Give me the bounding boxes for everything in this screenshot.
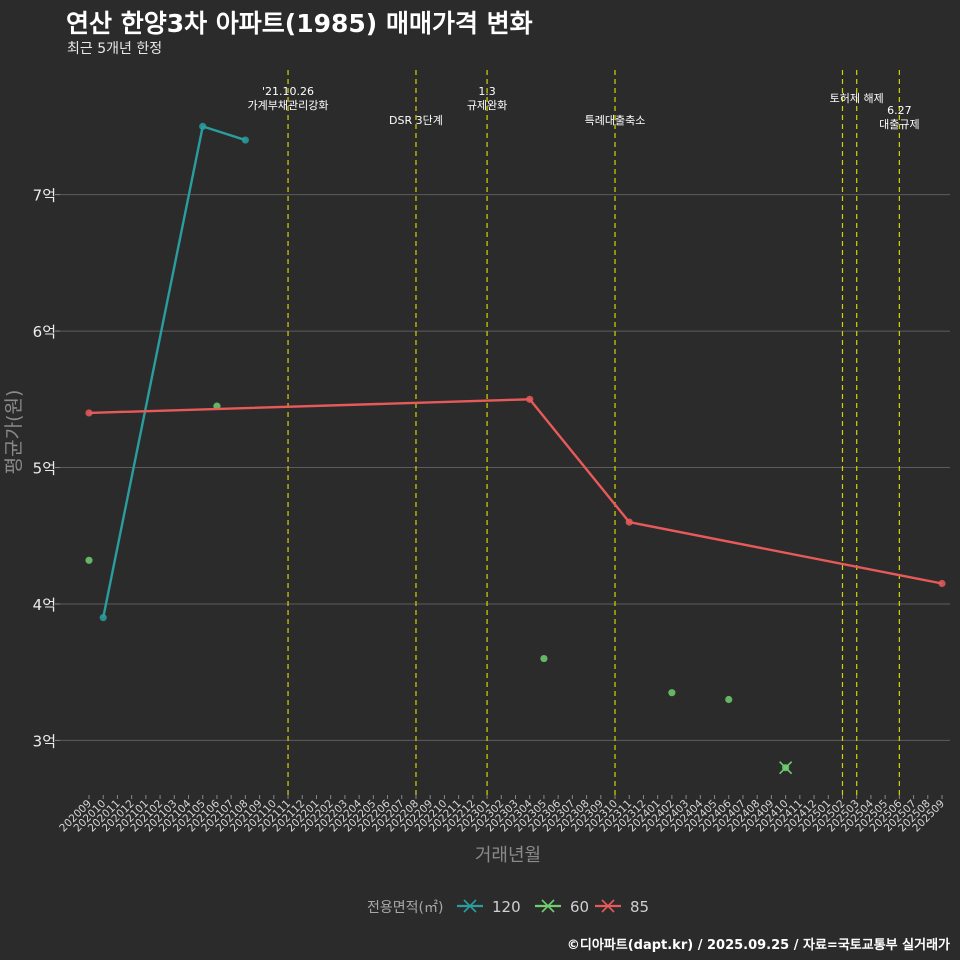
data-point-cross [779,761,793,775]
data-point-60 [540,654,548,663]
chart-title: 연산 한양3차 아파트(1985) 매매가격 변화 [66,9,533,38]
data-point-60 [668,689,676,697]
legend-key-mark [601,899,615,913]
data-point-120 [99,614,107,622]
legend-key-mark [541,899,555,913]
chart-subtitle: 최근 5개년 한정 [67,41,163,57]
data-point-60 [725,695,733,704]
series-line-85 [88,398,943,585]
y-axis-title: 평균가(원) [3,390,25,475]
y-tick-label: 5억 [33,460,56,478]
legend-title: 전용면적(㎡) [367,900,443,916]
event-label: 가계부채관리강화 [248,99,329,112]
axes: 3억4억5억6억7억202009202010202011202012202101… [3,187,947,866]
y-tick-label: 7억 [33,187,56,205]
legend-label-120: 120 [492,898,521,916]
data-point-85 [526,395,534,403]
data-point-85 [625,518,633,526]
event-label: 대출규제 [879,118,919,131]
legend-label-85: 85 [630,898,649,916]
data-point-120 [241,136,249,144]
event-label: 토허제 해제 [830,91,884,105]
y-tick-label: 4억 [33,596,56,614]
y-tick-label: 3억 [33,732,56,750]
event-label: 특례대출축소 [585,114,646,127]
series [85,122,946,775]
legend-label-60: 60 [570,898,589,916]
event-label: DSR 3단계 [389,114,443,127]
event-label: 규제완화 [467,99,507,112]
event-label: '21.10.26 [262,85,314,98]
gridlines [60,194,950,741]
data-point-60 [85,556,93,564]
source-caption: ©디아파트(dapt.kr) / 2025.09.25 / 자료=국토교통부 실… [566,938,950,953]
event-label: 6.27 [887,104,912,117]
data-point-120 [199,122,207,131]
legend: 전용면적(㎡) 120 60 85 [367,898,649,916]
x-axis-title: 거래년월 [475,845,541,866]
legend-key-mark [463,899,477,913]
data-point-85 [85,409,93,417]
series-line-120 [102,125,246,618]
event-label: 1.3 [478,85,496,98]
data-point-85 [938,579,946,588]
y-tick-label: 6억 [33,323,56,341]
